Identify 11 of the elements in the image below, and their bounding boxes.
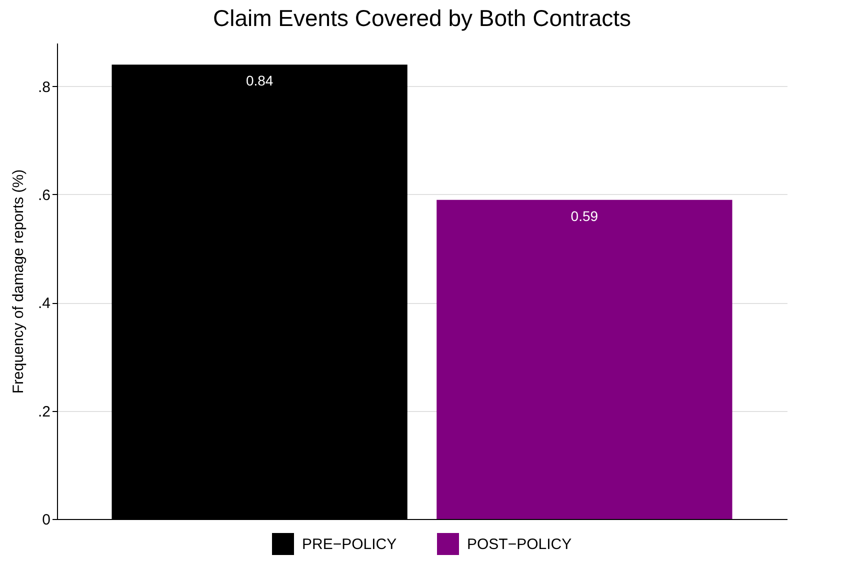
legend-label: PRE−POLICY <box>302 536 397 553</box>
y-tick-label: 0 <box>42 512 50 528</box>
y-tick-label: .6 <box>38 186 50 204</box>
data-label: 0.59 <box>570 208 598 224</box>
y-tick-label: .8 <box>38 78 50 96</box>
legend-label: POST−POLICY <box>467 536 572 553</box>
y-tick-label: .4 <box>38 295 50 312</box>
y-tick-label: .2 <box>38 403 50 420</box>
y-axis-title: Frequency of damage reports (%) <box>10 169 27 394</box>
chart-title: Claim Events Covered by Both Contracts <box>212 5 632 31</box>
data-label: 0.84 <box>246 72 274 89</box>
